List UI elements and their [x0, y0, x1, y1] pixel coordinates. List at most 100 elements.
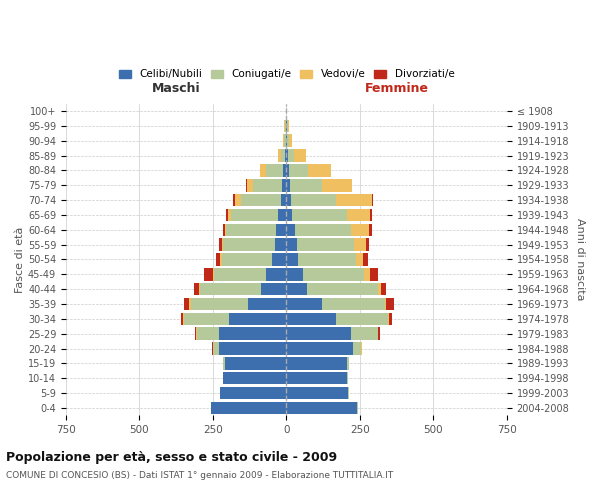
Bar [226, 208, 227, 222]
Bar [347, 357, 349, 370]
Bar [353, 342, 361, 355]
Bar [291, 194, 337, 206]
Bar [285, 120, 286, 132]
Bar [286, 283, 307, 296]
Bar [190, 298, 191, 310]
Bar [282, 179, 286, 192]
Bar [219, 328, 286, 340]
Text: Femmine: Femmine [365, 82, 428, 95]
Bar [278, 208, 286, 222]
Bar [388, 312, 389, 325]
Bar [224, 357, 286, 370]
Y-axis label: Anni di nascita: Anni di nascita [575, 218, 585, 300]
Bar [281, 194, 286, 206]
Bar [222, 238, 223, 251]
Bar [223, 372, 286, 384]
Text: Popolazione per età, sesso e stato civile - 2009: Popolazione per età, sesso e stato civil… [6, 451, 337, 464]
Bar [290, 179, 322, 192]
Bar [307, 283, 377, 296]
Bar [386, 298, 394, 310]
Bar [283, 134, 284, 147]
Bar [226, 224, 276, 236]
Bar [184, 298, 190, 310]
Bar [287, 120, 289, 132]
Bar [377, 283, 380, 296]
Bar [385, 298, 386, 310]
Bar [308, 164, 331, 177]
Bar [286, 238, 297, 251]
Bar [286, 134, 287, 147]
Bar [322, 298, 385, 310]
Bar [223, 357, 224, 370]
Bar [347, 208, 370, 222]
Bar [337, 194, 372, 206]
Bar [284, 134, 286, 147]
Bar [213, 342, 219, 355]
Bar [302, 268, 364, 280]
Bar [200, 283, 262, 296]
Bar [369, 224, 372, 236]
Bar [351, 224, 369, 236]
Bar [260, 164, 266, 177]
Bar [286, 208, 292, 222]
Bar [286, 268, 302, 280]
Bar [224, 224, 226, 236]
Y-axis label: Fasce di età: Fasce di età [15, 226, 25, 292]
Bar [370, 268, 377, 280]
Bar [286, 357, 347, 370]
Bar [288, 150, 294, 162]
Bar [211, 402, 286, 414]
Bar [197, 328, 219, 340]
Bar [220, 253, 222, 266]
Bar [235, 194, 241, 206]
Bar [298, 253, 356, 266]
Bar [184, 312, 229, 325]
Bar [286, 253, 298, 266]
Bar [322, 179, 352, 192]
Bar [227, 208, 230, 222]
Bar [286, 372, 347, 384]
Bar [216, 253, 220, 266]
Bar [191, 298, 248, 310]
Bar [292, 208, 347, 222]
Bar [229, 312, 286, 325]
Text: COMUNE DI CONCESIO (BS) - Dati ISTAT 1° gennaio 2009 - Elaborazione TUTTITALIA.I: COMUNE DI CONCESIO (BS) - Dati ISTAT 1° … [6, 471, 393, 480]
Bar [283, 164, 286, 177]
Bar [351, 328, 377, 340]
Bar [289, 134, 292, 147]
Legend: Celibi/Nubili, Coniugati/e, Vedovi/e, Divorziati/e: Celibi/Nubili, Coniugati/e, Vedovi/e, Di… [115, 66, 458, 84]
Bar [223, 224, 224, 236]
Bar [204, 268, 213, 280]
Bar [220, 386, 286, 400]
Bar [356, 253, 363, 266]
Bar [294, 150, 305, 162]
Bar [389, 312, 392, 325]
Bar [286, 298, 322, 310]
Bar [378, 328, 380, 340]
Bar [287, 134, 289, 147]
Text: Maschi: Maschi [152, 82, 200, 95]
Bar [295, 224, 351, 236]
Bar [213, 268, 214, 280]
Bar [370, 208, 372, 222]
Bar [354, 238, 366, 251]
Bar [286, 224, 295, 236]
Bar [266, 164, 283, 177]
Bar [364, 268, 370, 280]
Bar [230, 208, 278, 222]
Bar [222, 253, 272, 266]
Bar [285, 150, 286, 162]
Bar [241, 194, 281, 206]
Bar [253, 179, 282, 192]
Bar [286, 150, 288, 162]
Bar [219, 238, 222, 251]
Bar [366, 238, 370, 251]
Bar [194, 283, 199, 296]
Bar [262, 283, 286, 296]
Bar [219, 342, 286, 355]
Bar [248, 298, 286, 310]
Bar [194, 328, 196, 340]
Bar [297, 238, 354, 251]
Bar [272, 253, 286, 266]
Bar [247, 179, 253, 192]
